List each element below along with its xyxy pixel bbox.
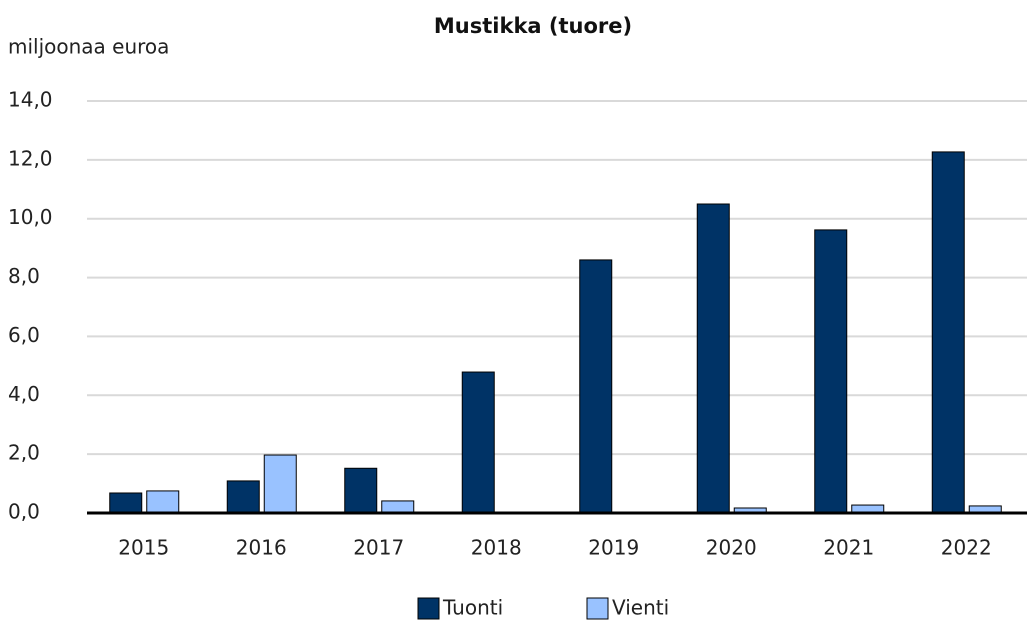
y-tick-label: 2,0 [8, 441, 40, 465]
chart-title: Mustikka (tuore) [434, 14, 632, 38]
bar [226, 480, 260, 514]
y-tick-label: 8,0 [8, 264, 40, 288]
x-tick-label: 2021 [823, 536, 874, 560]
bar [381, 500, 415, 514]
x-tick-label: 2020 [706, 536, 757, 560]
bar [931, 151, 965, 514]
bar [461, 371, 495, 514]
bar [696, 203, 730, 514]
bar [109, 492, 143, 514]
y-tick-label: 0,0 [8, 500, 40, 524]
legend-swatch [586, 597, 609, 620]
legend-swatch [417, 597, 440, 620]
bar [344, 467, 378, 514]
y-tick-label: 6,0 [8, 323, 40, 347]
y-axis-label: miljoonaa euroa [8, 35, 169, 59]
x-tick-label: 2019 [588, 536, 639, 560]
y-tick-label: 14,0 [8, 88, 53, 112]
bar [579, 259, 613, 514]
x-tick-label: 2015 [118, 536, 169, 560]
legend-label: Tuonti [442, 596, 503, 620]
x-tick-label: 2016 [236, 536, 287, 560]
y-tick-label: 4,0 [8, 382, 40, 406]
x-tick-label: 2022 [941, 536, 992, 560]
legend-label: Vienti [612, 596, 669, 620]
x-tick-label: 2017 [353, 536, 404, 560]
y-tick-label: 12,0 [8, 146, 53, 170]
bar [814, 229, 848, 514]
bar [263, 454, 297, 514]
x-tick-label: 2018 [471, 536, 522, 560]
bar [146, 490, 180, 514]
y-tick-label: 10,0 [8, 205, 53, 229]
